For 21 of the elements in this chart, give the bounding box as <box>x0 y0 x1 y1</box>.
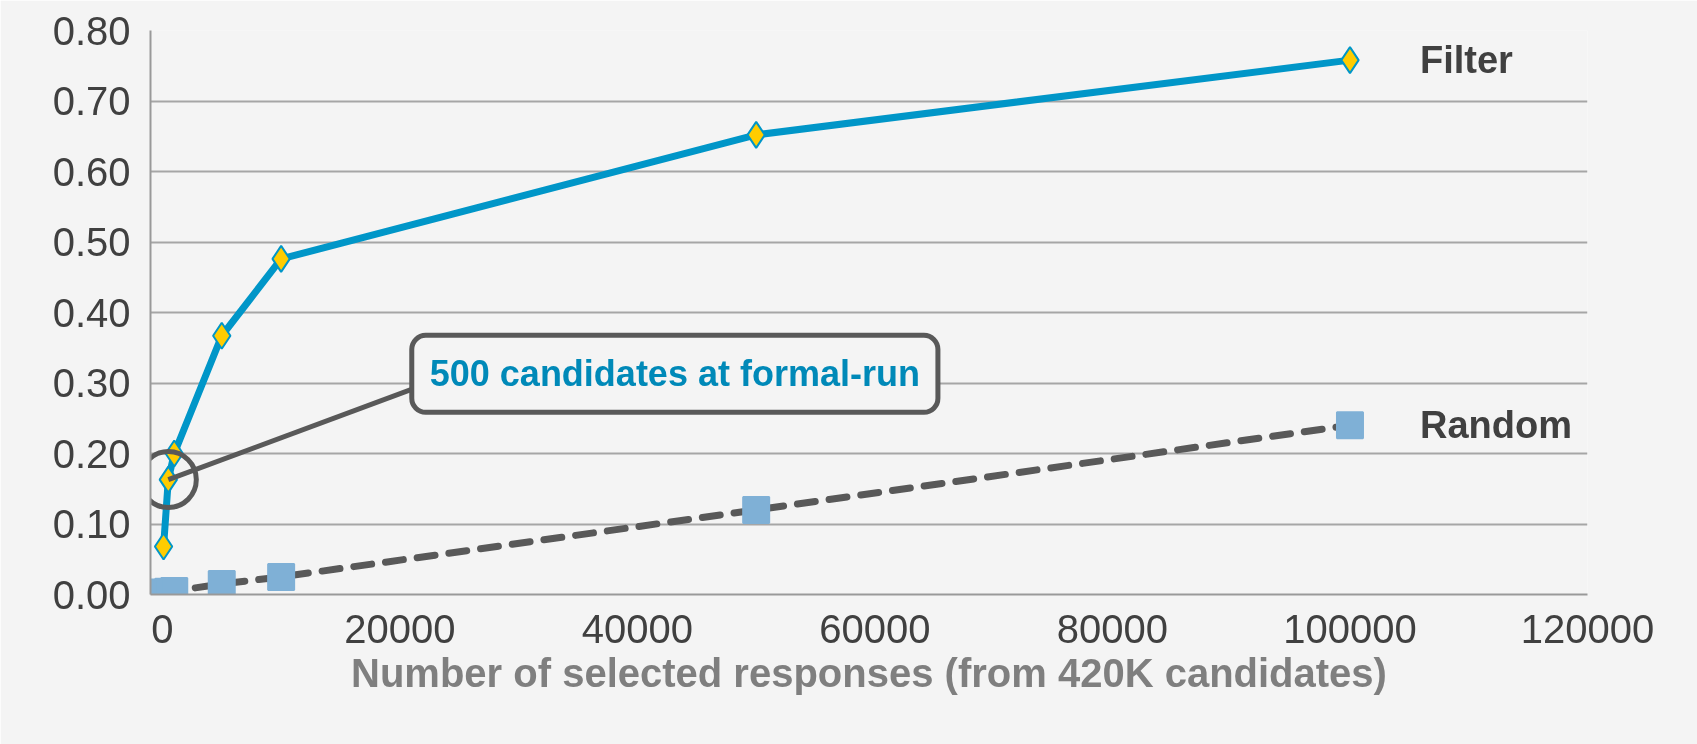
y-tick-label: 0.50 <box>52 220 131 264</box>
annotation: 500 candidates at formal-run <box>429 353 920 395</box>
x-tick-label: 80000 <box>1056 606 1169 651</box>
x-tick-label: 40000 <box>581 606 694 651</box>
y-tick-label: 0.40 <box>52 290 131 335</box>
y-tick-label: 0.00 <box>52 572 131 617</box>
x-tick-label: 20000 <box>344 606 456 651</box>
y-tick-label: 0.70 <box>52 79 131 123</box>
y-tick-label: 0.30 <box>52 361 131 405</box>
series-label: Random <box>1419 404 1572 447</box>
x-tick-label: 120000 <box>1520 606 1655 651</box>
y-tick-label: 0.10 <box>52 502 131 546</box>
x-tick-label: 60000 <box>819 606 931 651</box>
x-tick-label: 0 <box>151 606 174 651</box>
x-tick-label: 100000 <box>1283 606 1417 651</box>
y-tick-label: 0.80 <box>52 8 131 53</box>
series-label: Filter <box>1419 39 1514 82</box>
y-tick-label: 0.20 <box>52 431 131 476</box>
y-tick-label: 0.60 <box>52 149 131 194</box>
x-axis-title: Number of selected responses (from 420K candidates) <box>351 650 1387 695</box>
point <box>153 532 174 561</box>
